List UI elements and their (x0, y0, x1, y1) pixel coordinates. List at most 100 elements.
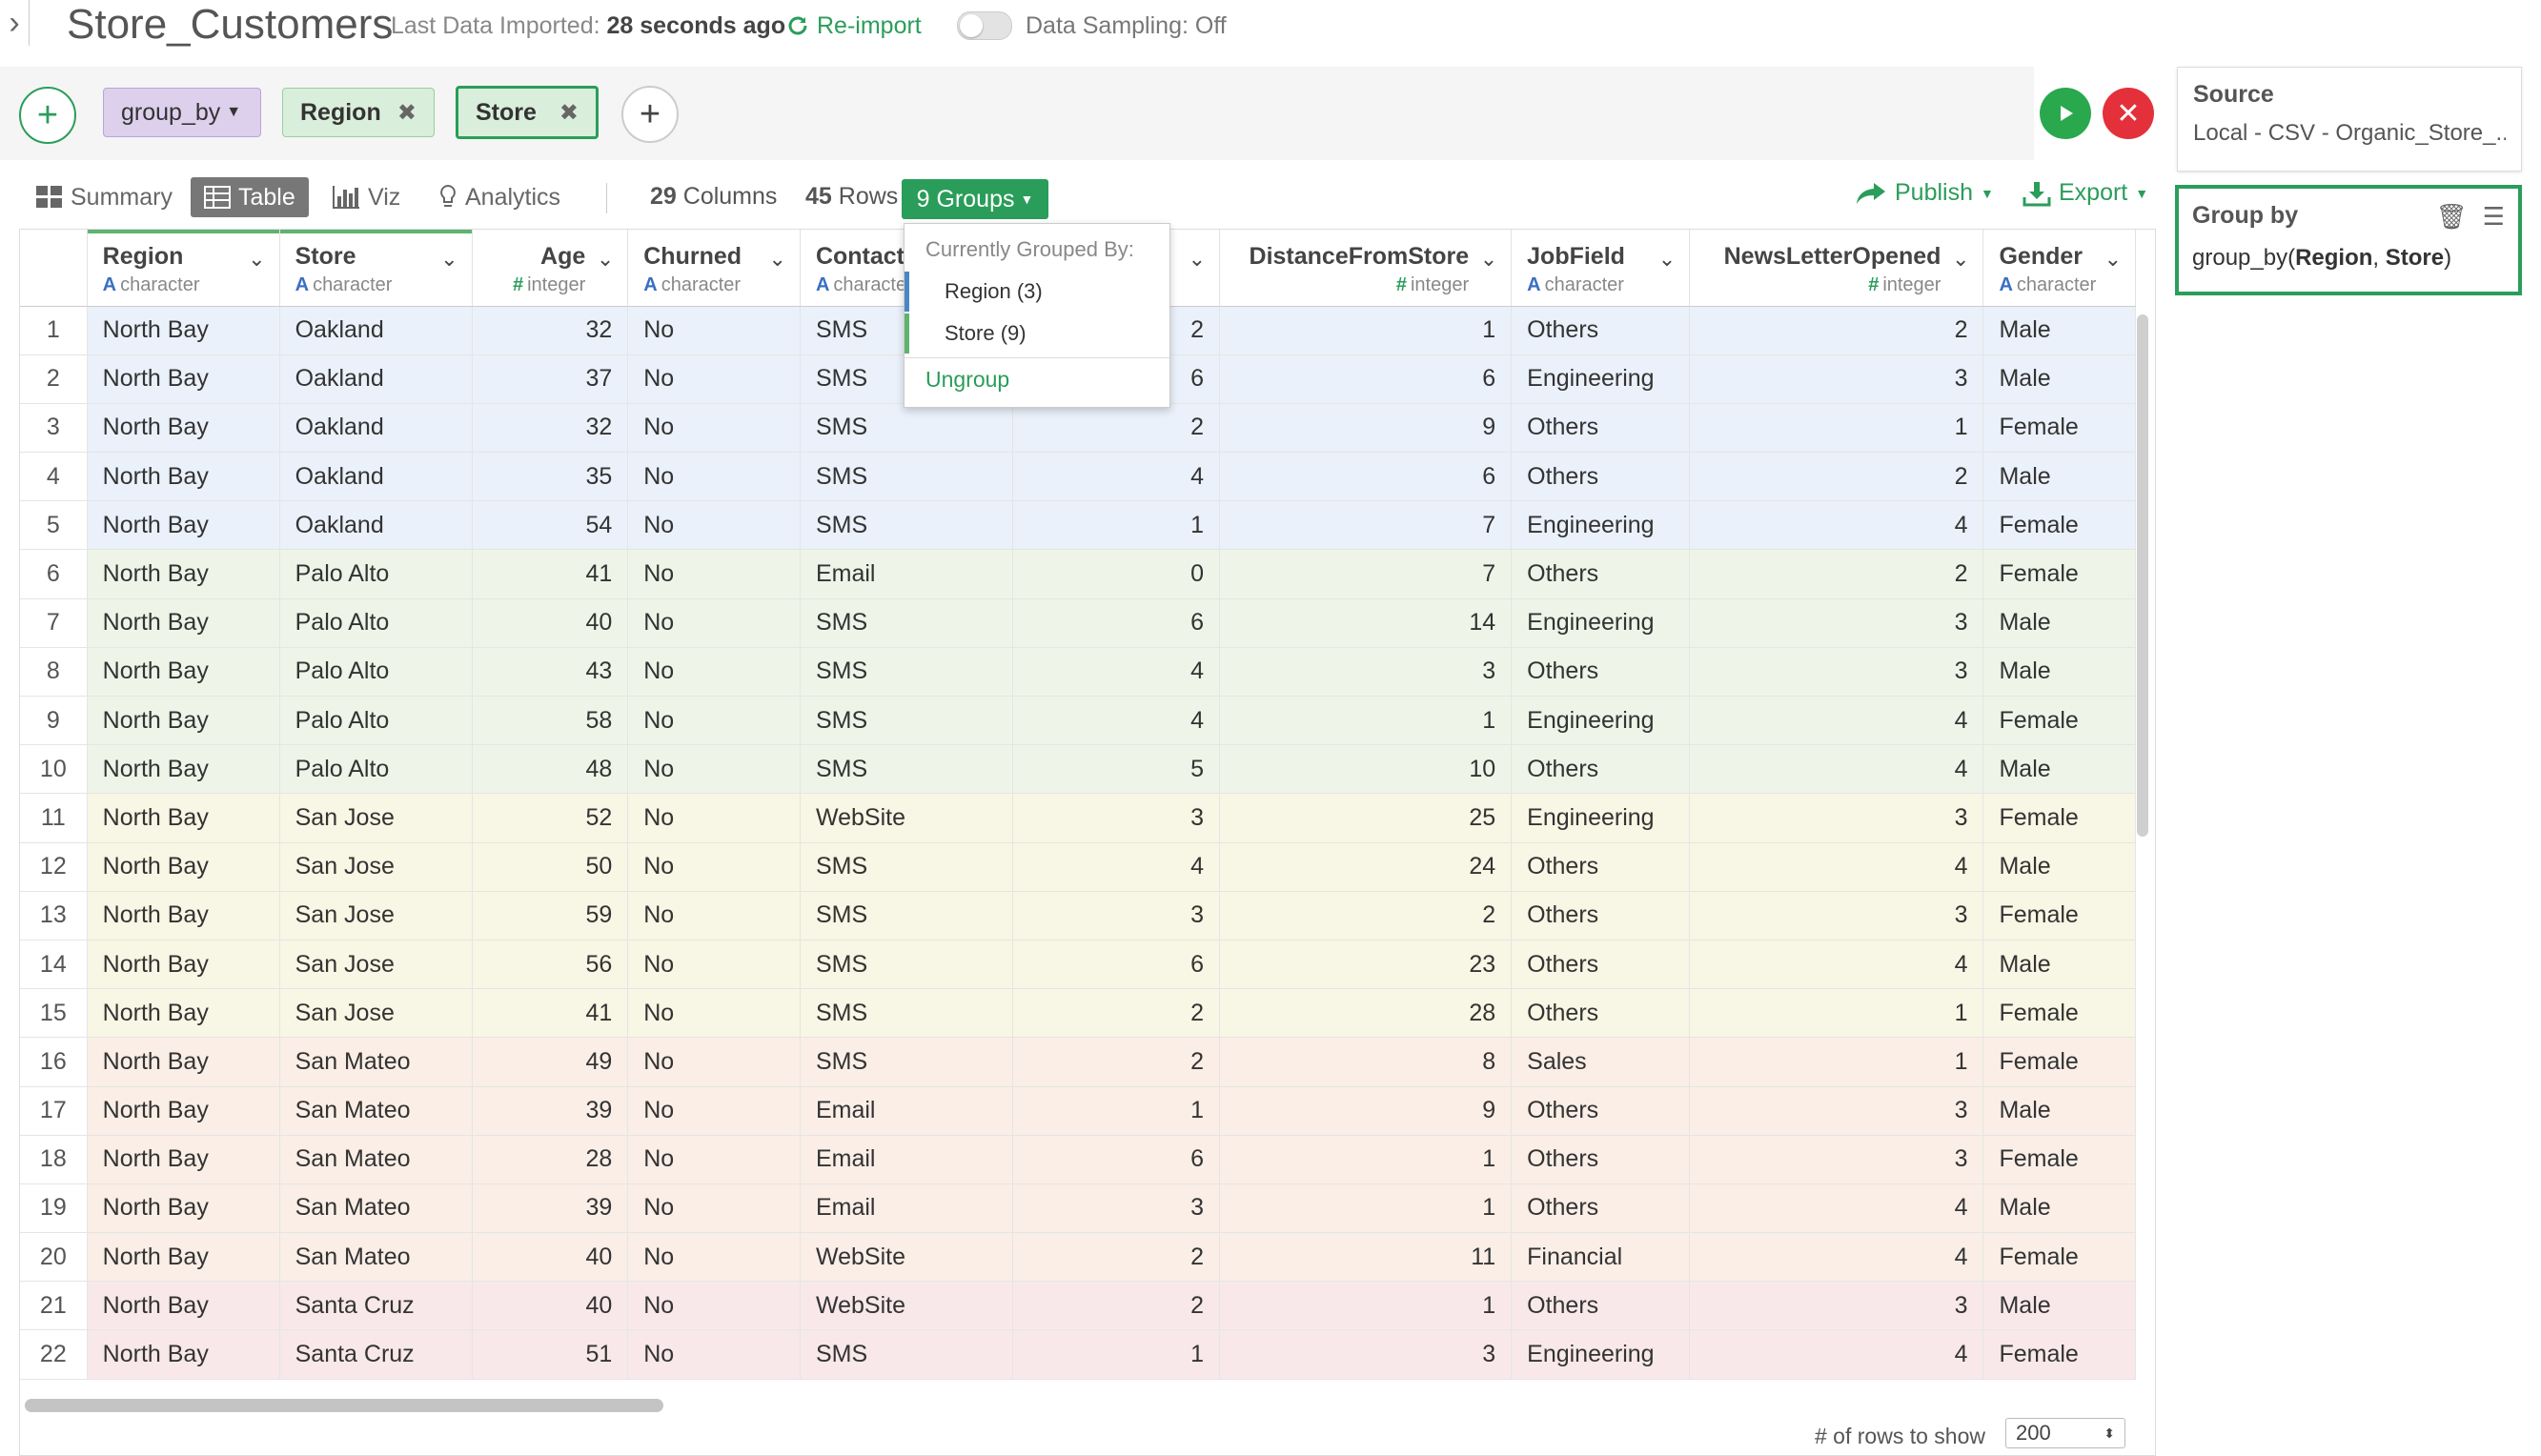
table-cell: North Bay (87, 744, 280, 795)
table-cell: 1 (1012, 1329, 1221, 1380)
cancel-button[interactable]: ✕ (2103, 88, 2154, 139)
chevron-down-icon[interactable]: ⌄ (440, 247, 458, 271)
publish-button[interactable]: Publish ▼ (1855, 179, 1994, 207)
table-cell: San Mateo (279, 1232, 473, 1283)
row-number: 10 (20, 744, 88, 795)
table-cell: No (627, 647, 801, 698)
table-cell: Female (1982, 793, 2136, 843)
chevron-down-icon[interactable]: ⌄ (1657, 247, 1677, 271)
token-store[interactable]: Store ✖ (456, 86, 599, 139)
table-cell: 4 (1689, 1232, 1984, 1283)
groups-dropdown-button[interactable]: 9 Groups ▼ (902, 179, 1048, 219)
chevron-down-icon[interactable]: ⌄ (768, 247, 786, 271)
tab-table[interactable]: Table (191, 177, 309, 217)
table-cell: Others (1511, 306, 1691, 355)
sampling-toggle[interactable] (957, 11, 1012, 40)
table-cell: 28 (472, 1135, 629, 1184)
row-number: 6 (20, 549, 88, 599)
chevron-down-icon[interactable]: ⌄ (1952, 247, 1970, 271)
table-cell: Others (1511, 1086, 1691, 1136)
table-cell: 2 (1012, 1232, 1221, 1283)
caret-down-icon: ▼ (1020, 192, 1034, 207)
group-by-title: Group by (2192, 202, 2299, 229)
column-type: #integer (1235, 274, 1469, 296)
table-cell: No (627, 1281, 801, 1331)
command-token-group-by[interactable]: group_by ▼ (103, 88, 261, 137)
columns-number: 29 (650, 183, 677, 210)
token-region[interactable]: Region ✖ (282, 88, 435, 137)
table-row: 17 North Bay San Mateo 39 No Email 1 9 Others 3 Ma… (20, 1086, 2136, 1136)
table-cell: 9 (1219, 1086, 1513, 1136)
table-cell: Others (1511, 452, 1691, 502)
table-row: 15 North Bay San Jose 41 No SMS 2 28 Others 1 Fema… (20, 988, 2136, 1039)
table-cell: 14 (1219, 598, 1513, 648)
ungroup-button[interactable]: Ungroup (925, 367, 1010, 392)
column-type-label: character (2016, 274, 2097, 295)
table-cell: SMS (800, 598, 1014, 648)
table-row: 11 North Bay San Jose 52 No WebSite 3 25 Enginee… (20, 793, 2136, 843)
table-cell: No (627, 842, 801, 892)
table-cell: Male (1982, 940, 2136, 990)
menu-item-region[interactable]: Region (3) (905, 272, 1169, 312)
column-name: Store (295, 243, 356, 270)
menu-icon[interactable]: ☰ (2482, 202, 2505, 231)
reimport-label: Re-import (817, 12, 922, 39)
trash-icon[interactable]: 🗑 (2435, 202, 2468, 231)
menu-item-store[interactable]: Store (9) (905, 313, 1169, 354)
text-type-icon: A (643, 274, 658, 295)
table-cell: Others (1511, 940, 1691, 990)
table-cell: Engineering (1511, 696, 1691, 746)
sidebar-toggle[interactable]: › (0, 0, 30, 46)
chevron-down-icon[interactable]: ⌄ (596, 247, 615, 271)
source-step-card[interactable]: Source Local - CSV - Organic_Store_... (2177, 67, 2522, 172)
table-cell: 32 (472, 306, 629, 355)
table-cell: 4 (1689, 744, 1984, 795)
rows-to-show-select[interactable]: 200 ⬍ (2005, 1418, 2125, 1448)
tab-label: Viz (368, 183, 401, 211)
vertical-scrollbar[interactable] (2137, 314, 2148, 837)
horizontal-scrollbar[interactable] (25, 1399, 663, 1412)
reimport-link[interactable]: Re-import (786, 10, 922, 42)
last-import-info: Last Data Imported: 28 seconds ago (391, 10, 785, 42)
column-name: Age (540, 243, 586, 270)
table-cell: SMS (800, 696, 1014, 746)
table-cell: Palo Alto (279, 549, 473, 599)
column-header-newsletteropened[interactable]: NewsLetterOpened # integer ⌄ (1689, 230, 1984, 307)
export-button[interactable]: Export ▼ (2023, 179, 2148, 207)
chevron-down-icon[interactable]: ⌄ (248, 247, 266, 271)
tab-viz[interactable]: Viz (324, 177, 408, 217)
row-number: 22 (20, 1329, 88, 1380)
column-header-age[interactable]: Age # integer ⌄ (472, 230, 629, 307)
remove-token-icon[interactable]: ✖ (559, 99, 579, 126)
tab-summary[interactable]: Summary (29, 177, 180, 217)
table-cell: 3 (1689, 354, 1984, 404)
table-cell: 3 (1689, 1086, 1984, 1136)
table-cell: San Jose (279, 793, 473, 843)
table-cell: 51 (472, 1329, 629, 1380)
remove-token-icon[interactable]: ✖ (396, 99, 417, 126)
chevron-down-icon[interactable]: ⌄ (1479, 247, 1498, 271)
group-by-step-card[interactable]: Group by 🗑 ☰ group_by(Region, Store) (2175, 185, 2522, 295)
chevron-down-icon[interactable]: ⌄ (1188, 247, 1207, 271)
table-cell: 40 (472, 598, 629, 648)
table-cell: Male (1982, 452, 2136, 502)
add-step-button[interactable]: + (19, 87, 76, 144)
chevron-down-icon[interactable]: ⌄ (2104, 247, 2122, 271)
data-sampling[interactable]: Data Sampling: Off (957, 10, 1227, 42)
table-row: 21 North Bay Santa Cruz 40 No WebSite 2 1 Others… (20, 1281, 2136, 1331)
table-cell: SMS (800, 744, 1014, 795)
run-button[interactable] (2040, 88, 2091, 139)
token-label: Store (476, 98, 537, 126)
table-cell: 4 (1689, 842, 1984, 892)
tab-analytics[interactable]: Analytics (431, 177, 568, 217)
column-header-distancefromstore[interactable]: DistanceFromStore # integer ⌄ (1219, 230, 1513, 307)
table-cell: Email (800, 1135, 1014, 1184)
row-number: 1 (20, 306, 88, 355)
add-token-button[interactable]: + (621, 86, 679, 143)
table-cell: North Bay (87, 403, 280, 454)
